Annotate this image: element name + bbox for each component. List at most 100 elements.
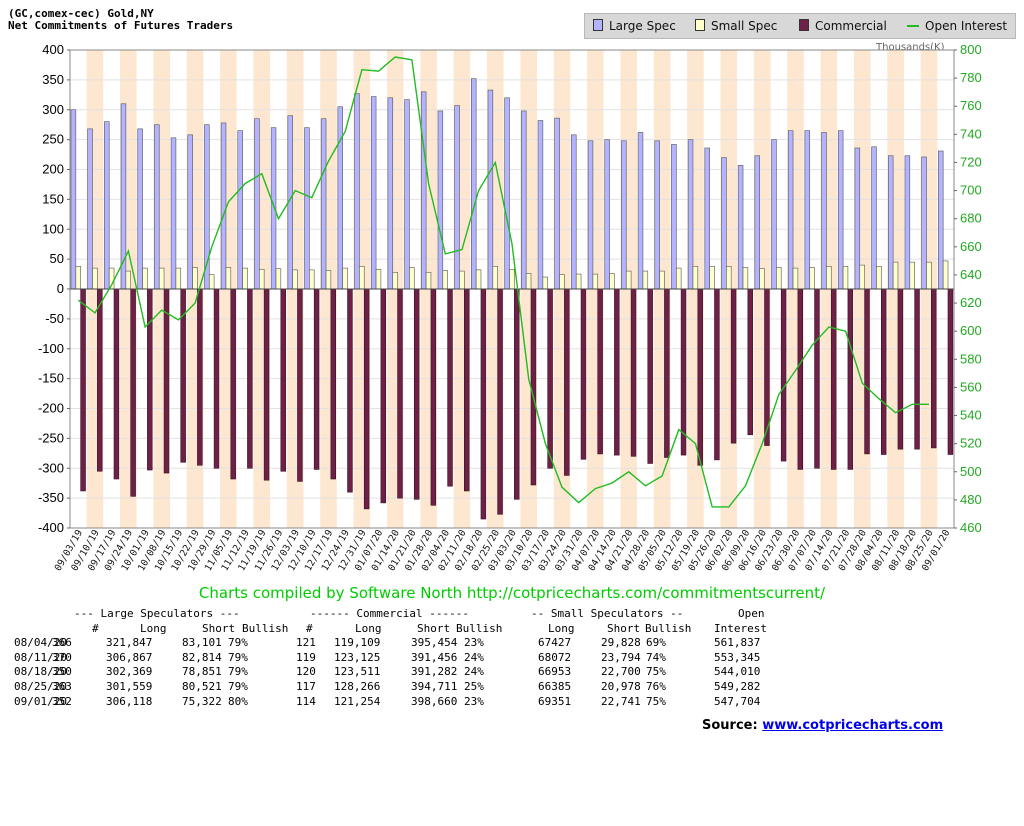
bar-commercial [263,288,270,481]
bar-small-spec [259,268,265,290]
bar-large-spec [754,155,760,290]
table-cell-oi: 544,010 [714,665,761,679]
bar-commercial [213,288,220,469]
bar-small-spec [642,270,649,290]
bar-large-spec [671,144,677,290]
bar-small-spec [559,274,565,290]
chart-title-line2: Net Commitments of Futures Traders [8,19,234,32]
bar-small-spec [942,260,949,290]
bar-small-spec [459,270,465,290]
bar-commercial [764,288,770,446]
y-right-tick-label: 660 [960,239,982,254]
bar-large-spec [370,96,377,290]
y-left-tick-label: -150 [38,371,64,386]
table-cell-n1: 363 [52,679,72,693]
table-cell-s2: 398,660 [411,694,458,708]
bar-small-spec [158,267,165,290]
bar-commercial [897,288,904,450]
bar-small-spec [409,267,415,290]
legend-label-commercial: Commercial [815,19,887,33]
table-cell-l1: 306,867 [106,650,153,664]
bar-large-spec [837,130,844,290]
right-axis-units: Thousands(K) [876,42,945,53]
y-right-tick-label: 800 [960,42,982,57]
bar-large-spec [337,106,344,290]
bar-commercial [580,288,587,460]
y-right-tick-label: 460 [960,520,982,535]
source-link[interactable]: www.cotpricecharts.com [762,718,944,733]
y-right-tick-label: 560 [960,379,982,394]
legend-item-commercial: Commercial [799,19,887,33]
table-cell-oi: 547,704 [714,694,761,708]
bar-large-spec [320,118,327,290]
col-header-short3: Short [607,621,641,635]
cot-chart: 400350300250200150100500-50-100-150-200-… [38,42,982,573]
chart-title-line1: (GC,comex-cec) Gold,NY [8,7,154,20]
table-cell-date: 09/01/20 [14,694,67,708]
table-cell-oi: 561,837 [714,636,761,650]
chart-title-block: (GC,comex-cec) Gold,NY Net Commitments o… [8,8,233,32]
y-left-tick-label: 150 [42,191,64,206]
y-right-tick-label: 680 [960,211,982,226]
bar-commercial [597,288,603,455]
table-cell-n1: 352 [52,694,72,708]
bar-small-spec [759,268,765,290]
bar-small-spec [809,267,815,290]
bar-large-spec [87,128,93,290]
table-cell-date: 08/25/20 [14,679,67,693]
table-cell-s3: 20,978 [601,679,641,693]
bar-large-spec [504,97,510,290]
bar-large-spec [187,134,193,290]
table-cell-s1: 75,322 [182,694,222,708]
bar-commercial [113,288,120,480]
bar-commercial [814,288,820,469]
bar-large-spec [387,97,394,290]
bar-commercial [197,288,203,466]
bar-large-spec [170,137,177,290]
y-left-tick-label: 100 [42,221,64,236]
y-right-tick-label: 580 [960,351,982,366]
table-cell-s3: 29,828 [601,636,641,650]
bar-commercial [947,288,954,455]
y-right-tick-label: 780 [960,70,982,85]
table-cell-oi: 553,345 [714,650,761,664]
bar-small-spec [242,267,248,290]
table-cell-s3: 22,741 [601,694,641,708]
table-cell-n1: 350 [52,665,72,679]
bar-small-spec [442,270,448,290]
chart-caption: Charts compiled by Software North http:/… [198,584,826,602]
legend-swatch-commercial [799,19,809,31]
legend-swatch-small-spec [695,19,705,31]
bar-commercial [680,288,687,456]
bar-large-spec [471,78,477,290]
bar-large-spec [637,132,644,290]
bar-large-spec [621,140,627,290]
bar-commercial [880,288,887,455]
bar-large-spec [587,140,594,290]
col-header-long3: Long [548,621,575,635]
legend-item-open-interest: Open Interest [907,19,1007,33]
bar-commercial [430,288,437,506]
bar-commercial [847,288,854,470]
table-cell-n1: 366 [52,636,72,650]
bar-commercial [463,288,470,492]
bar-small-spec [425,271,432,290]
table-cell-s1: 83,101 [182,636,222,650]
bar-commercial [931,288,937,449]
table-cell-l2: 123,511 [334,665,381,679]
bar-large-spec [420,91,427,290]
table-cell-l1: 306,118 [106,694,153,708]
y-right-tick-label: 540 [960,408,982,423]
y-left-tick-label: 350 [42,72,64,87]
bar-large-spec [787,130,794,290]
table-cell-n2: 114 [296,694,316,708]
table-cell-l2: 119,109 [334,636,381,650]
bar-small-spec [225,267,232,290]
y-right-tick-label: 700 [960,183,982,198]
table-cell-b2: 23% [464,636,484,650]
bar-small-spec [342,267,348,290]
group-header-small: -- Small Speculators -- [531,607,684,620]
y-left-tick-label: 0 [57,281,64,296]
legend-label-small-spec: Small Spec [711,19,778,33]
table-cell-b1: 80% [228,694,248,708]
